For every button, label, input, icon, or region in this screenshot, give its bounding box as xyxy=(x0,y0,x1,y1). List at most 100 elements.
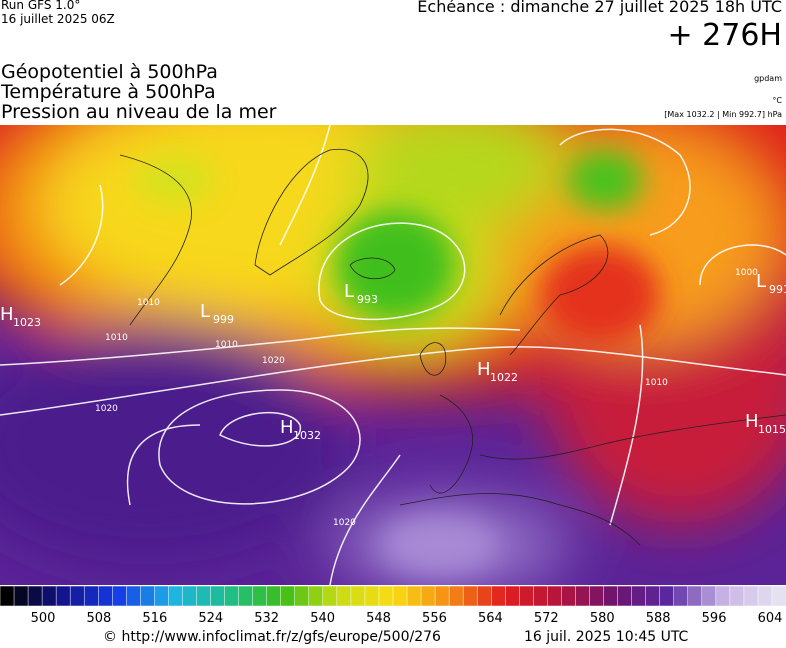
title: Géopotentiel à 500hPa xyxy=(1,61,218,83)
colorbar-tick-label: 604 xyxy=(758,611,783,626)
color-swatch xyxy=(41,586,57,607)
color-swatch xyxy=(645,586,661,607)
color-swatch xyxy=(83,586,100,607)
color-swatch xyxy=(210,586,226,607)
color-swatch xyxy=(547,586,563,607)
isobar-label: 1010 xyxy=(105,333,128,343)
color-swatch xyxy=(729,586,745,607)
colorbar-tick-label: 540 xyxy=(310,611,335,626)
color-swatch xyxy=(238,586,254,607)
color-swatch xyxy=(364,586,380,607)
weather-map: H1023L999L993H1022H1032L991H101510101020… xyxy=(0,125,786,585)
color-swatch xyxy=(575,586,591,607)
color-swatch xyxy=(294,586,310,607)
color-swatch xyxy=(224,586,240,607)
run-label: Run GFS 1.0° xyxy=(1,0,81,12)
color-swatch xyxy=(98,586,114,607)
color-swatch xyxy=(266,586,282,607)
color-swatch xyxy=(673,586,689,607)
color-swatch xyxy=(603,586,619,607)
colorbar-tick-label: 556 xyxy=(422,611,447,626)
echeance: Echéance : dimanche 27 juillet 2025 18h … xyxy=(417,0,782,16)
color-swatch xyxy=(519,586,535,607)
colorbar-tick-label: 516 xyxy=(142,611,167,626)
color-swatch xyxy=(491,586,507,607)
unit-label: gpdam xyxy=(754,74,782,83)
isobar-label: 1020 xyxy=(95,404,118,414)
pressure-letter: L xyxy=(756,271,766,292)
color-swatch xyxy=(505,586,521,607)
pressure-value: 1023 xyxy=(13,316,41,329)
color-swatch xyxy=(0,586,15,607)
color-swatch xyxy=(589,586,605,607)
color-swatch xyxy=(757,586,773,607)
color-swatch xyxy=(322,586,338,607)
colorbar-tick-label: 588 xyxy=(646,611,671,626)
color-swatch xyxy=(27,586,43,607)
color-swatch xyxy=(392,586,408,607)
timestamp: 16 juil. 2025 10:45 UTC xyxy=(524,629,689,645)
color-swatch xyxy=(196,586,212,607)
color-swatch xyxy=(715,586,731,607)
color-swatch xyxy=(561,586,577,607)
color-swatch xyxy=(687,586,703,607)
color-swatch xyxy=(378,586,394,607)
color-swatch xyxy=(420,586,436,607)
colorbar-tick-label: 580 xyxy=(590,611,615,626)
isobar-label: 1020 xyxy=(333,518,356,528)
color-swatch xyxy=(462,586,478,607)
color-swatch xyxy=(406,586,422,607)
pressure-value: 1015 xyxy=(758,423,786,436)
color-swatch xyxy=(617,586,633,607)
colorbar: 500 508 516 524 532 540 548 556 564 572 580 588 596 6… xyxy=(0,586,786,626)
unit-label: °C xyxy=(772,96,782,105)
color-swatch xyxy=(533,586,549,607)
color-swatch xyxy=(280,586,296,607)
color-swatch xyxy=(308,586,324,607)
colorbar-tick-label: 500 xyxy=(31,611,56,626)
color-swatch xyxy=(13,586,29,607)
color-swatch xyxy=(434,586,450,607)
color-swatch xyxy=(350,586,366,607)
colorbar-tick-label: 572 xyxy=(534,611,559,626)
title: Pression au niveau de la mer xyxy=(1,101,277,123)
color-swatch xyxy=(252,586,268,607)
colorbar-tick-label: 532 xyxy=(254,611,279,626)
colorbar-tick-label: 564 xyxy=(478,611,503,626)
isobar-label: 1010 xyxy=(137,298,160,308)
color-swatch xyxy=(336,586,352,607)
pressure-letter: L xyxy=(200,301,210,322)
color-swatch xyxy=(701,586,717,607)
pressure-value: 993 xyxy=(357,293,378,306)
source-url: © http://www.infoclimat.fr/z/gfs/europe/… xyxy=(103,629,441,645)
run-date: 16 juillet 2025 06Z xyxy=(1,12,115,26)
pressure-value: 1032 xyxy=(293,429,321,442)
color-swatch xyxy=(743,586,759,607)
pressure-value: 999 xyxy=(213,313,234,326)
color-swatch xyxy=(631,586,647,607)
colorbar-tick-label: 596 xyxy=(702,611,727,626)
pressure-value: 991 xyxy=(769,283,786,296)
color-swatch xyxy=(154,586,170,607)
pressure-letter: H xyxy=(280,417,294,438)
color-swatch xyxy=(126,586,142,607)
color-swatch xyxy=(659,586,675,607)
isobar-label: 1020 xyxy=(262,356,285,366)
color-swatch xyxy=(168,586,184,607)
isobar-label: 1010 xyxy=(645,378,668,388)
color-swatch xyxy=(182,586,198,607)
colorbar-tick-label: 524 xyxy=(198,611,223,626)
unit-label: [Max 1032.2 | Min 992.7] hPa xyxy=(664,110,782,119)
pressure-letter: H xyxy=(477,359,491,380)
pressure-letter: H xyxy=(745,411,759,432)
color-swatch xyxy=(448,586,464,607)
title: Température à 500hPa xyxy=(1,81,216,103)
color-swatch xyxy=(112,586,128,607)
colorbar-tick-label: 508 xyxy=(87,611,112,626)
color-swatch xyxy=(69,586,85,607)
isobar-label: 1010 xyxy=(215,340,238,350)
color-swatch xyxy=(771,586,786,607)
pressure-value: 1022 xyxy=(490,371,518,384)
color-swatch xyxy=(140,586,156,607)
